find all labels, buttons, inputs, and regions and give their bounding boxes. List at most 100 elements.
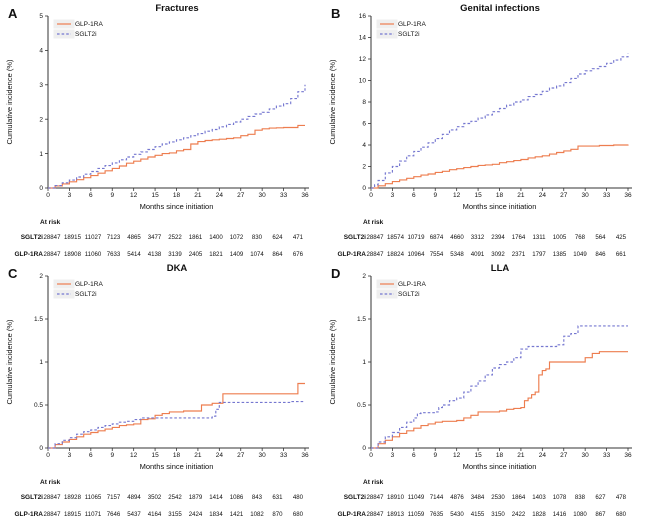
at-risk-value: 1400 — [209, 234, 223, 241]
x-tick-label: 24 — [216, 452, 224, 459]
x-tick-label: 12 — [130, 192, 138, 199]
x-axis-title: Months since initiation — [140, 202, 214, 211]
at-risk-value: 7646 — [107, 511, 121, 518]
at-risk-value: 1828 — [532, 511, 546, 518]
sglt2i-curve — [48, 84, 306, 189]
y-tick-label: 4 — [39, 48, 43, 55]
legend-label: GLP-1RA — [398, 281, 426, 288]
x-tick-label: 27 — [560, 452, 568, 459]
at-risk-value: 3150 — [491, 511, 505, 518]
x-ticks: 0 3 6 9 12 15 18 21 24 27 30 33 36 — [46, 448, 309, 459]
at-risk-value: 676 — [293, 251, 304, 258]
x-tick-label: 24 — [539, 192, 547, 199]
y-axis-title: Cumulative incidence (%) — [328, 319, 337, 405]
x-tick-label: 36 — [624, 192, 632, 199]
x-axis-title: Months since initiation — [140, 462, 214, 471]
axes — [47, 276, 309, 449]
at-risk-value: 478 — [616, 494, 627, 501]
at-risk-row-label: SGLT2i — [21, 494, 43, 501]
at-risk-value: 846 — [595, 251, 606, 258]
at-risk-row-label: GLP-1RA — [337, 511, 366, 518]
at-risk-value: 28847 — [367, 494, 385, 501]
x-tick-label: 30 — [582, 192, 590, 199]
at-risk-value: 867 — [595, 511, 606, 518]
at-risk-value: 1049 — [573, 251, 587, 258]
at-risk-row-label: GLP-1RA — [14, 511, 43, 518]
at-risk-value: 830 — [252, 234, 263, 241]
y-tick-label: 2 — [362, 164, 366, 171]
x-tick-label: 0 — [369, 192, 373, 199]
x-tick-label: 6 — [412, 192, 416, 199]
at-risk-row-label: SGLT2i — [344, 494, 366, 501]
at-risk-value: 2542 — [168, 494, 182, 501]
at-risk-value: 1005 — [553, 234, 567, 241]
y-tick-label: 2 — [39, 116, 43, 123]
panel-title: DKA — [167, 263, 188, 274]
at-risk-value: 18908 — [64, 251, 82, 258]
at-risk-value: 1082 — [250, 511, 264, 518]
at-risk-value: 11059 — [408, 511, 425, 518]
y-tick-label: 4 — [362, 142, 366, 149]
at-risk-value: 28847 — [367, 234, 385, 241]
panel-title: Genital infections — [460, 3, 540, 14]
y-tick-label: 0 — [39, 185, 43, 192]
at-risk-value: 4865 — [127, 234, 141, 241]
x-tick-label: 21 — [194, 452, 202, 459]
at-risk-value: 11049 — [408, 494, 425, 501]
at-risk-value: 2522 — [168, 234, 182, 241]
at-risk-value: 425 — [616, 234, 627, 241]
at-risk-value: 627 — [595, 494, 606, 501]
at-risk-value: 28847 — [44, 251, 62, 258]
x-tick-label: 12 — [453, 192, 461, 199]
at-risk-value: 3502 — [148, 494, 162, 501]
at-risk-value: 1421 — [230, 511, 244, 518]
x-tick-label: 3 — [391, 192, 395, 199]
x-tick-label: 6 — [412, 452, 416, 459]
x-tick-label: 9 — [433, 192, 437, 199]
x-axis-title: Months since initiation — [463, 202, 537, 211]
at-risk-value: 28847 — [367, 511, 385, 518]
y-tick-label: 0 — [362, 185, 366, 192]
x-tick-label: 36 — [301, 452, 309, 459]
panel-a: A Fractures 0 1 2 3 4 5 0 3 6 9 12 15 18 21 24 27 30 33 36… — [0, 0, 323, 260]
at-risk-value: 4660 — [450, 234, 464, 241]
at-risk-value: 2422 — [512, 511, 526, 518]
y-tick-label: 3 — [39, 82, 43, 89]
x-tick-label: 9 — [110, 192, 114, 199]
x-tick-label: 24 — [539, 452, 547, 459]
x-tick-label: 15 — [474, 192, 482, 199]
at-risk-value: 3312 — [471, 234, 485, 241]
x-tick-label: 36 — [301, 192, 309, 199]
sglt2i-curve — [371, 53, 629, 189]
at-risk-value: 1409 — [230, 251, 244, 258]
at-risk-header: At risk — [363, 479, 384, 486]
y-tick-label: 1 — [362, 359, 366, 366]
at-risk-value: 4164 — [148, 511, 162, 518]
panel-d: D LLA 0 0.5 1 1.5 2 0 3 6 9 12 15 18 21 24 27 30 33 36 Mon… — [323, 260, 646, 520]
at-risk-value: 1311 — [532, 234, 546, 241]
at-risk-value: 3092 — [491, 251, 505, 258]
x-ticks: 0 3 6 9 12 15 18 21 24 27 30 33 36 — [369, 448, 632, 459]
x-tick-label: 3 — [391, 452, 395, 459]
at-risk-value: 4894 — [127, 494, 141, 501]
y-tick-label: 0.5 — [357, 402, 366, 409]
x-axis-title: Months since initiation — [463, 462, 537, 471]
at-risk-value: 838 — [575, 494, 586, 501]
at-risk-value: 11060 — [85, 251, 102, 258]
at-risk-value: 1879 — [189, 494, 203, 501]
at-risk-value: 28847 — [44, 494, 62, 501]
at-risk-value: 1080 — [573, 511, 587, 518]
series-lines — [371, 53, 629, 189]
panel-title: Fractures — [155, 3, 198, 14]
at-risk-value: 28847 — [367, 251, 385, 258]
at-risk-value: 10964 — [408, 251, 426, 258]
y-axis-title: Cumulative incidence (%) — [5, 59, 14, 145]
chart-dka: C DKA 00.511.520 3 6 9 12 15 18 21 24 27 30 33 36Mon… — [5, 263, 309, 518]
at-risk-value: 1078 — [553, 494, 567, 501]
at-risk-value: 18913 — [387, 511, 405, 518]
at-risk-value: 1416 — [553, 511, 567, 518]
x-tick-label: 15 — [151, 192, 159, 199]
